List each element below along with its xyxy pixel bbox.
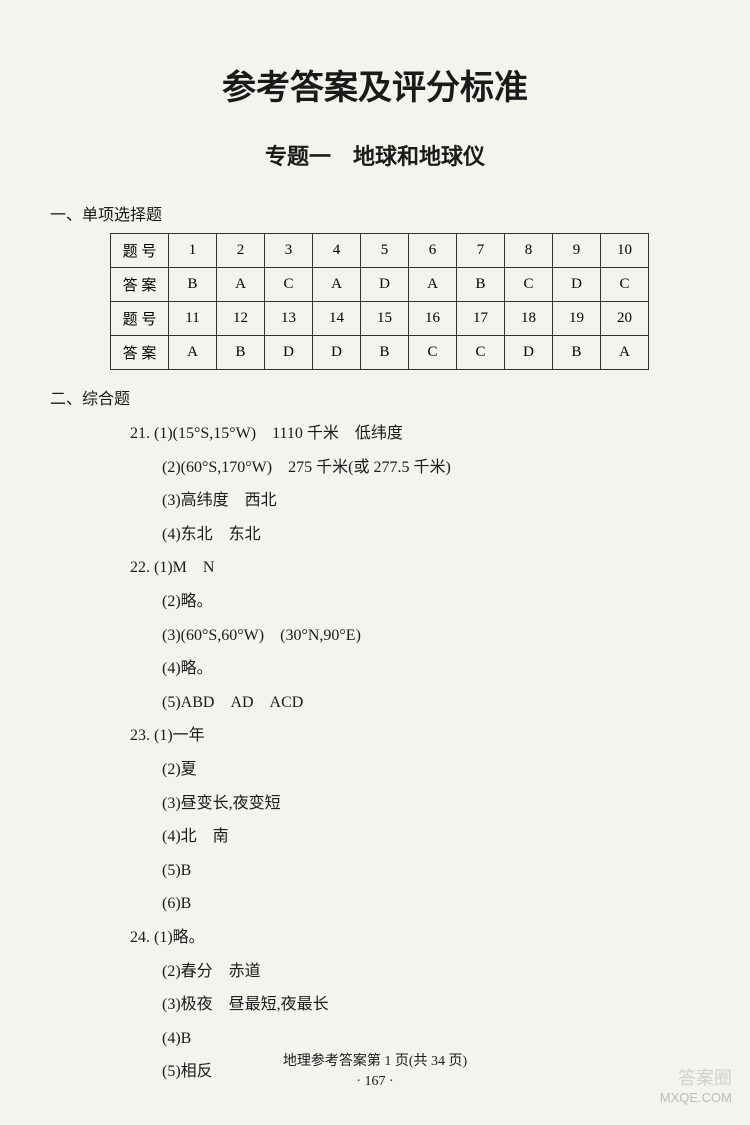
section2-heading: 二、综合题	[50, 385, 700, 409]
answer-line: (6)B	[162, 887, 700, 921]
table-cell: 14	[313, 302, 361, 336]
table-cell: B	[169, 268, 217, 302]
table-cell: D	[505, 336, 553, 370]
answer-line: (3)高纬度 西北	[162, 484, 700, 518]
watermark-url: MXQE.COM	[660, 1090, 732, 1107]
table-cell: C	[457, 336, 505, 370]
question-item: 23. (1)一年 (2)夏 (3)昼变长,夜变短 (4)北 南 (5)B (6…	[130, 719, 700, 921]
answer-table: 题 号 1 2 3 4 5 6 7 8 9 10 答 案 B A C A D A…	[110, 233, 649, 370]
answer-line: (5)ABD AD ACD	[162, 686, 700, 720]
table-cell: A	[217, 268, 265, 302]
table-cell: B	[217, 336, 265, 370]
page-number: · 167 ·	[0, 1074, 750, 1090]
answer-line: (2)(60°S,170°W) 275 千米(或 277.5 千米)	[162, 451, 700, 485]
sub-title: 专题一 地球和地球仪	[50, 139, 700, 171]
question-num: 24.	[130, 929, 150, 946]
answer-line: (3)昼变长,夜变短	[162, 787, 700, 821]
table-cell: B	[553, 336, 601, 370]
answer-line: (1)一年	[154, 727, 205, 744]
table-cell: 1	[169, 234, 217, 268]
table-cell: D	[553, 268, 601, 302]
table-cell: B	[361, 336, 409, 370]
answer-line: (3)极夜 昼最短,夜最长	[162, 988, 700, 1022]
table-cell: 11	[169, 302, 217, 336]
table-cell: D	[313, 336, 361, 370]
table-cell: 15	[361, 302, 409, 336]
table-cell: 3	[265, 234, 313, 268]
watermark: 答案圈 MXQE.COM	[660, 1067, 732, 1107]
table-cell: 12	[217, 302, 265, 336]
answer-line: (2)略。	[162, 585, 700, 619]
footer-text: 地理参考答案第 1 页(共 34 页)	[0, 1050, 750, 1070]
table-cell: A	[169, 336, 217, 370]
table-cell: A	[409, 268, 457, 302]
table-cell: 13	[265, 302, 313, 336]
watermark-text: 答案圈	[660, 1067, 732, 1090]
table-cell: 16	[409, 302, 457, 336]
table-row: 题 号 11 12 13 14 15 16 17 18 19 20	[111, 302, 649, 336]
table-cell: 18	[505, 302, 553, 336]
table-cell: 7	[457, 234, 505, 268]
page-footer: 地理参考答案第 1 页(共 34 页) · 167 ·	[0, 1050, 750, 1090]
answer-line: (4)略。	[162, 652, 700, 686]
section1-heading: 一、单项选择题	[50, 201, 700, 225]
table-cell: D	[265, 336, 313, 370]
row-label: 答 案	[111, 268, 169, 302]
table-cell: 4	[313, 234, 361, 268]
table-row: 答 案 A B D D B C C D B A	[111, 336, 649, 370]
table-cell: B	[457, 268, 505, 302]
answer-line: (4)北 南	[162, 820, 700, 854]
answer-line: (1)略。	[154, 929, 205, 946]
table-row: 题 号 1 2 3 4 5 6 7 8 9 10	[111, 234, 649, 268]
answer-line: (1)(15°S,15°W) 1110 千米 低纬度	[154, 425, 403, 442]
table-cell: 2	[217, 234, 265, 268]
answer-line: (3)(60°S,60°W) (30°N,90°E)	[162, 619, 700, 653]
row-label: 答 案	[111, 336, 169, 370]
answer-line: (5)B	[162, 854, 700, 888]
question-num: 23.	[130, 727, 150, 744]
table-cell: D	[361, 268, 409, 302]
question-item: 21. (1)(15°S,15°W) 1110 千米 低纬度 (2)(60°S,…	[130, 417, 700, 551]
table-cell: 6	[409, 234, 457, 268]
table-cell: C	[409, 336, 457, 370]
main-title: 参考答案及评分标准	[50, 60, 700, 109]
row-label: 题 号	[111, 234, 169, 268]
question-num: 21.	[130, 425, 150, 442]
answer-line: (2)春分 赤道	[162, 955, 700, 989]
table-cell: 5	[361, 234, 409, 268]
question-num: 22.	[130, 559, 150, 576]
table-cell: 9	[553, 234, 601, 268]
table-cell: A	[313, 268, 361, 302]
table-cell: 19	[553, 302, 601, 336]
table-row: 答 案 B A C A D A B C D C	[111, 268, 649, 302]
table-cell: C	[265, 268, 313, 302]
question-item: 22. (1)M N (2)略。 (3)(60°S,60°W) (30°N,90…	[130, 551, 700, 719]
table-cell: 20	[601, 302, 649, 336]
table-cell: 10	[601, 234, 649, 268]
table-cell: 8	[505, 234, 553, 268]
table-cell: A	[601, 336, 649, 370]
answer-line: (2)夏	[162, 753, 700, 787]
answer-line: (4)东北 东北	[162, 518, 700, 552]
answer-line: (1)M N	[154, 559, 214, 576]
table-cell: C	[505, 268, 553, 302]
question-block: 21. (1)(15°S,15°W) 1110 千米 低纬度 (2)(60°S,…	[130, 417, 700, 1089]
table-cell: 17	[457, 302, 505, 336]
row-label: 题 号	[111, 302, 169, 336]
table-cell: C	[601, 268, 649, 302]
